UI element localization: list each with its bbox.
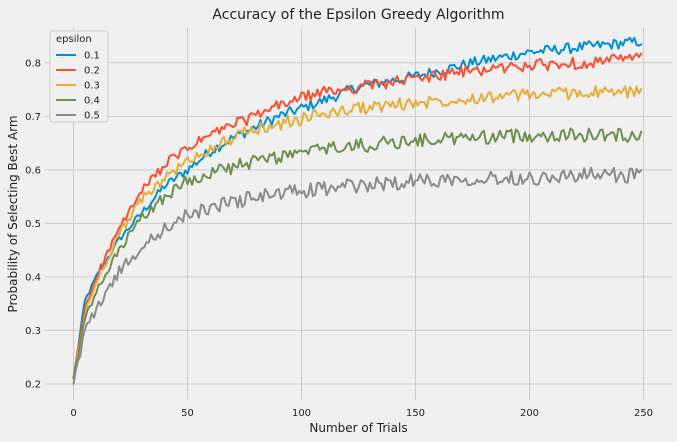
x-tick-label: 250 [634, 408, 653, 419]
x-tick-label: 200 [520, 408, 539, 419]
legend-label: 0.5 [84, 111, 100, 122]
legend-label: 0.3 [84, 81, 100, 92]
x-tick-label: 50 [181, 408, 194, 419]
y-tick-label: 0.2 [25, 379, 41, 390]
x-axis-label: Number of Trials [309, 421, 407, 435]
x-tick-label: 0 [70, 408, 76, 419]
y-tick-label: 0.4 [25, 272, 41, 283]
series-line-0-5 [72, 166, 643, 385]
y-axis-label: Probability of Selecting Best Arm [6, 115, 20, 312]
legend: epsilon 0.1 0.2 0.3 0.4 0.5 [49, 30, 109, 123]
y-tick-label: 0.6 [25, 165, 41, 176]
chart-title: Accuracy of the Epsilon Greedy Algorithm [212, 7, 504, 23]
y-tick-label: 0.5 [25, 219, 41, 230]
y-tick-label: 0.3 [25, 326, 41, 337]
y-tick-label: 0.8 [25, 58, 41, 69]
y-tick-label: 0.7 [25, 112, 41, 123]
legend-label: 0.2 [84, 66, 100, 77]
legend-title: epsilon [56, 34, 92, 45]
x-axis-ticks: 0 50 100 150 200 250 [70, 408, 653, 419]
plot-area [45, 28, 672, 400]
legend-label: 0.1 [84, 51, 100, 62]
grid [45, 28, 672, 400]
series-line-0-3 [72, 84, 643, 380]
series-line-0-2 [72, 52, 643, 380]
y-axis-ticks: 0.2 0.3 0.4 0.5 0.6 0.7 0.8 [25, 58, 41, 390]
x-tick-label: 100 [292, 408, 311, 419]
series-lines [72, 36, 643, 385]
x-tick-label: 150 [406, 408, 425, 419]
series-line-0-4 [72, 127, 643, 380]
legend-label: 0.4 [84, 96, 100, 107]
